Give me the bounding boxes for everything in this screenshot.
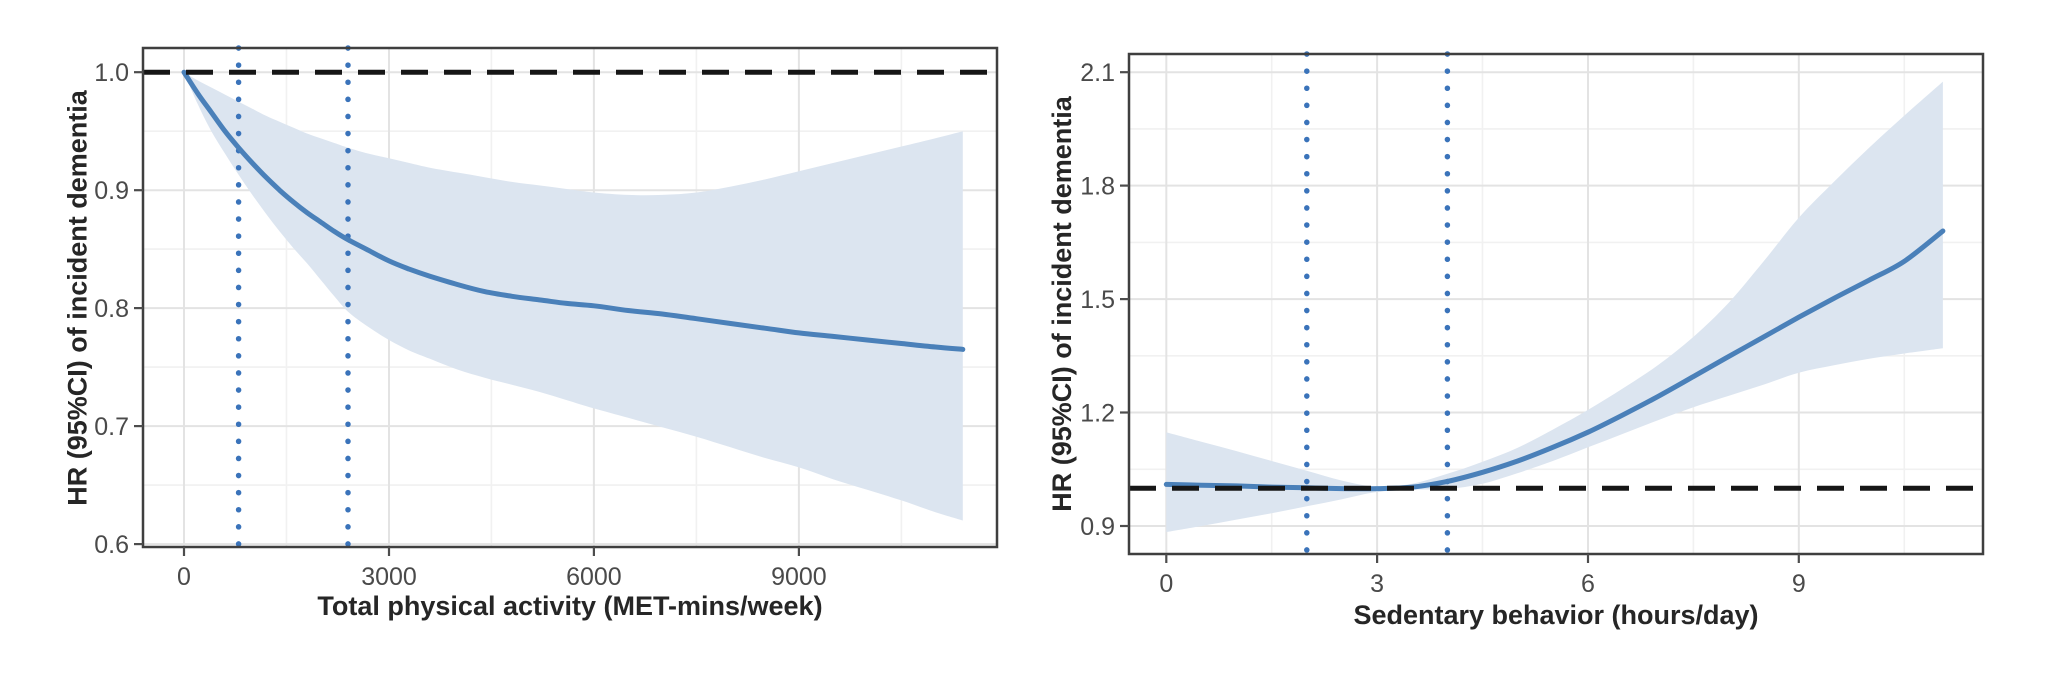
sedentary-behavior-plot: 0 3 6 9 0.9 1.2 1.5 1.8 2.1 bbox=[1080, 51, 1985, 598]
y-tick-label: 0.9 bbox=[1080, 513, 1115, 541]
x-tick-label: 9000 bbox=[771, 563, 827, 591]
y-tick-label: 0.8 bbox=[94, 295, 129, 323]
y-tick-label: 1.5 bbox=[1080, 286, 1115, 314]
x-tick-label: 6 bbox=[1581, 570, 1595, 598]
y-tick-label: 2.1 bbox=[1080, 59, 1115, 87]
hr-curve bbox=[181, 69, 966, 352]
panel-border bbox=[1127, 52, 1985, 556]
left-x-axis-title: Total physical activity (MET-mins/week) bbox=[317, 591, 823, 621]
x-tick-label: 0 bbox=[177, 563, 191, 591]
x-tick-label: 3 bbox=[1370, 570, 1384, 598]
y-tick-label: 1.0 bbox=[94, 59, 129, 87]
x-tick-label: 6000 bbox=[566, 563, 622, 591]
confidence-band bbox=[184, 72, 963, 521]
x-tick-label: 0 bbox=[1159, 570, 1173, 598]
x-tick-label: 3000 bbox=[361, 563, 417, 591]
physical-activity-plot: 0 3000 6000 9000 0.6 0.7 0.8 0.9 1.0 bbox=[94, 45, 999, 591]
y-tick-label: 0.7 bbox=[94, 413, 129, 441]
x-tick-label: 9 bbox=[1792, 570, 1806, 598]
panel-border bbox=[141, 46, 999, 549]
y-tick-label: 0.6 bbox=[94, 531, 129, 559]
y-tick-label: 1.8 bbox=[1080, 173, 1115, 201]
y-tick-label: 0.9 bbox=[94, 177, 129, 205]
right-x-axis-title: Sedentary behavior (hours/day) bbox=[1353, 600, 1759, 630]
hr-curve bbox=[1163, 228, 1946, 492]
y-tick-label: 1.2 bbox=[1080, 400, 1115, 428]
